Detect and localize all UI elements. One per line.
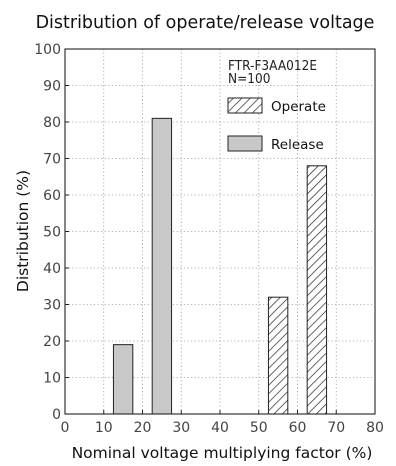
- y-tick-label: 90: [43, 79, 61, 95]
- x-tick-label: 30: [172, 420, 190, 436]
- y-tick-label: 70: [43, 152, 61, 168]
- annotation-model: FTR-F3AA012E: [228, 58, 317, 74]
- y-axis-label: Distribution (%): [14, 170, 32, 292]
- legend-label-operate: Operate: [271, 99, 326, 115]
- y-tick-label: 0: [52, 407, 61, 423]
- y-tick-label: 100: [34, 42, 61, 58]
- legend-swatch-operate: [227, 97, 263, 114]
- x-tick-label: 10: [95, 420, 113, 436]
- legend: Operate Release: [227, 97, 326, 153]
- annotation-count: N=100: [228, 71, 270, 87]
- bars: [112, 117, 328, 415]
- legend-label-release: Release: [271, 137, 324, 153]
- annotation: FTR-F3AA012E N=100: [228, 58, 317, 87]
- x-tick-label: 60: [289, 420, 307, 436]
- legend-swatch-release: [227, 135, 263, 152]
- x-tick-label: 80: [366, 420, 384, 436]
- grid: [65, 49, 375, 414]
- bar-release: [151, 117, 173, 415]
- x-tick-label: 20: [134, 420, 152, 436]
- axis-ticks: 0 10 20 30 40 50 60 70 80 0 10 20 30 40 50 60 70 80 90 100: [34, 42, 384, 436]
- x-tick-label: 40: [211, 420, 229, 436]
- y-tick-label: 10: [43, 371, 61, 387]
- x-axis-label: Nominal voltage multiplying factor (%): [72, 444, 373, 462]
- y-tick-label: 30: [43, 298, 61, 314]
- x-tick-label: 70: [327, 420, 345, 436]
- bar-operate: [267, 296, 289, 415]
- chart-title: Distribution of operate/release voltage: [36, 13, 375, 33]
- bar-operate: [306, 165, 328, 415]
- x-tick-label: 0: [61, 420, 70, 436]
- y-tick-label: 60: [43, 188, 61, 204]
- y-tick-label: 40: [43, 261, 61, 277]
- x-tick-label: 50: [250, 420, 268, 436]
- y-tick-label: 80: [43, 115, 61, 131]
- y-tick-label: 20: [43, 334, 61, 350]
- bar-release: [112, 344, 134, 415]
- y-tick-label: 50: [43, 225, 61, 241]
